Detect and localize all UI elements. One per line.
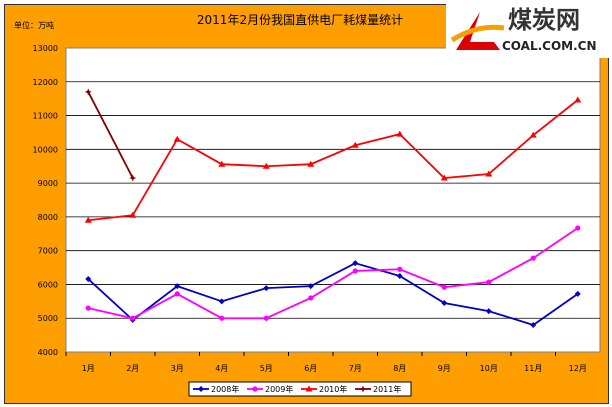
x-tick-label: 7月: [349, 364, 362, 373]
legend-box: [188, 381, 412, 397]
data-point: [307, 283, 314, 290]
series-line: [88, 227, 579, 320]
y-tick-label: 6000: [38, 280, 58, 289]
data-point: [352, 268, 358, 274]
data-point: [84, 88, 92, 96]
data-point: [352, 260, 359, 267]
series-2010年: [84, 96, 582, 223]
data-point: [263, 315, 269, 321]
data-point: [485, 308, 492, 315]
data-point: [574, 290, 581, 297]
data-point: [218, 298, 225, 305]
data-point: [263, 285, 270, 292]
data-point: [308, 295, 314, 301]
plot-area: [65, 47, 601, 353]
x-tick-label: 5月: [260, 364, 273, 373]
data-point: [440, 174, 448, 181]
data-point: [174, 283, 181, 290]
series-2009年: [85, 225, 581, 321]
x-tick-label: 12月: [569, 364, 587, 373]
chart-title: 2011年2月份我国直供电厂耗煤量统计: [197, 13, 403, 27]
x-tick-label: 6月: [304, 364, 317, 373]
legend-marker: [359, 385, 367, 393]
data-point: [441, 300, 448, 307]
y-tick-label: 11000: [33, 112, 58, 121]
y-tick-label: 7000: [38, 247, 58, 256]
data-point: [218, 160, 226, 167]
series-line: [87, 262, 579, 326]
x-tick-label: 1月: [82, 364, 95, 373]
series-2008年: [85, 260, 581, 328]
data-point: [173, 135, 181, 142]
data-point: [485, 170, 493, 177]
logo-mark-icon: [450, 12, 505, 50]
coal-logo: 煤炭网 COAL.COM.CN: [446, 4, 610, 58]
data-point: [397, 266, 403, 272]
x-tick-label: 9月: [438, 364, 451, 373]
data-point: [530, 321, 537, 328]
y-tick-label: 10000: [33, 145, 58, 154]
y-tick-label: 9000: [38, 179, 58, 188]
data-point: [84, 216, 92, 223]
data-point: [529, 131, 537, 138]
series-2011年: [84, 88, 137, 182]
y-axis-label: 单位：万吨: [14, 20, 54, 30]
logo-domain: COAL.COM.CN: [502, 39, 597, 53]
data-point: [441, 284, 447, 290]
x-tick-label: 8月: [393, 364, 406, 373]
data-point: [396, 130, 404, 137]
legend-marker: [252, 386, 258, 392]
legend-marker: [198, 386, 204, 392]
x-tick-label: 10月: [480, 364, 498, 373]
legend-label: 2008年: [211, 384, 239, 394]
y-tick-label: 13000: [33, 44, 58, 53]
data-point: [486, 279, 492, 285]
data-point: [262, 162, 270, 169]
legend: 2008年 2009年 2010年 2011年: [188, 381, 412, 397]
legend-label: 2009年: [265, 384, 293, 394]
data-point: [575, 225, 581, 231]
legend-marker: [305, 385, 313, 392]
data-point: [130, 315, 136, 321]
x-tick-label: 11月: [524, 364, 542, 373]
y-tick-label: 4000: [38, 348, 58, 357]
legend-label: 2010年: [319, 384, 347, 394]
x-tick-label: 2月: [126, 364, 139, 373]
data-point: [307, 160, 315, 167]
data-point: [574, 96, 582, 103]
data-point: [396, 273, 403, 279]
y-tick-label: 5000: [38, 314, 58, 323]
y-tick-label: 8000: [38, 213, 58, 222]
series-line: [88, 99, 579, 222]
data-point: [85, 276, 92, 283]
x-tick-label: 4月: [215, 364, 228, 373]
data-point: [129, 211, 137, 218]
x-tick-label: 3月: [171, 364, 184, 373]
data-point: [351, 141, 359, 148]
y-tick-label: 12000: [33, 78, 58, 87]
series-line: [87, 91, 134, 179]
logo-text: 煤炭网: [508, 6, 580, 34]
data-point: [530, 255, 536, 261]
data-point: [85, 305, 91, 311]
data-point: [129, 174, 137, 182]
legend-label: 2011年: [373, 384, 401, 394]
data-point: [174, 291, 180, 297]
data-point: [219, 315, 225, 321]
